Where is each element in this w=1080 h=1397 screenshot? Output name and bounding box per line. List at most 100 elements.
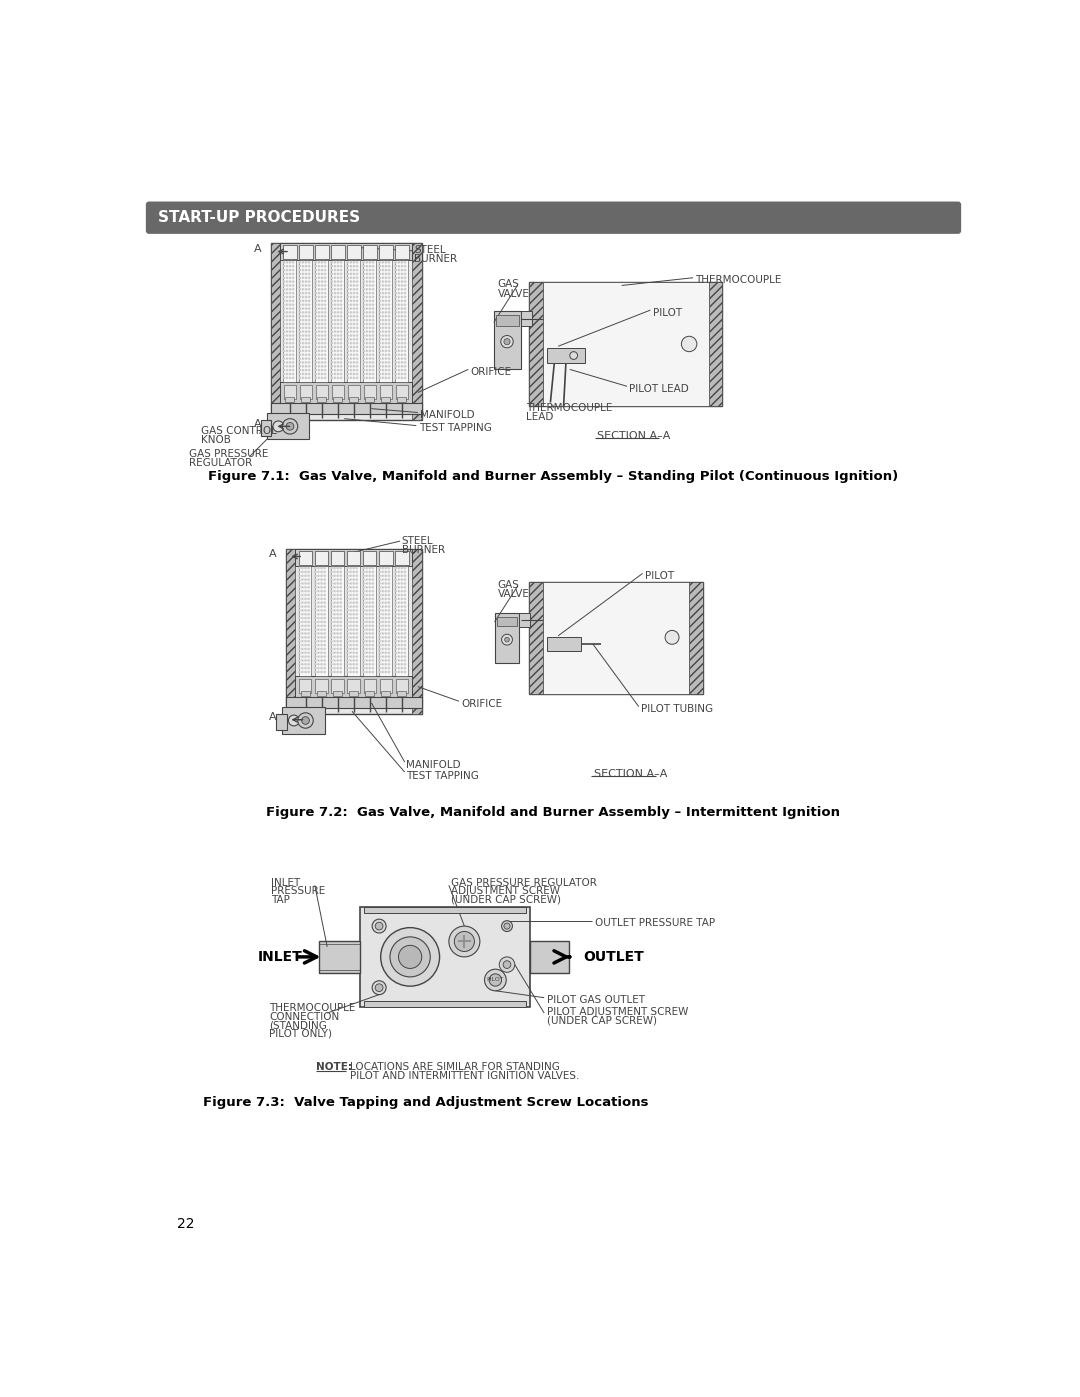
Bar [529,282,542,407]
Circle shape [286,422,294,430]
Text: VALVE: VALVE [498,588,529,599]
Circle shape [298,712,313,728]
Text: ORIFICE: ORIFICE [471,367,512,377]
Bar [542,282,708,407]
Circle shape [501,634,512,645]
Bar [379,246,393,260]
Bar [379,679,392,693]
Text: BURNER: BURNER [414,254,457,264]
Bar [320,940,360,974]
Bar [283,246,297,260]
Text: (UNDER CAP SCREW): (UNDER CAP SCREW) [451,894,562,904]
Text: Figure 7.3:  Valve Tapping and Adjustment Screw Locations: Figure 7.3: Valve Tapping and Adjustment… [203,1097,649,1109]
Bar [529,282,723,407]
Bar [349,397,359,402]
Text: SECTION A–A: SECTION A–A [594,768,667,778]
Bar [365,397,375,402]
Bar [494,312,521,369]
Text: GAS: GAS [498,580,519,590]
Text: PILOT AND INTERMITTENT IGNITION VALVES.: PILOT AND INTERMITTENT IGNITION VALVES. [350,1071,579,1081]
Bar [315,679,327,693]
Circle shape [273,420,284,432]
Bar [296,549,413,566]
Bar [276,714,287,729]
Bar [529,583,703,693]
Circle shape [301,717,309,725]
Circle shape [373,919,387,933]
Text: OUTLET PRESSURE TAP: OUTLET PRESSURE TAP [595,918,715,929]
Text: INLET: INLET [271,877,300,887]
Circle shape [373,981,387,995]
Text: PILOT ONLY): PILOT ONLY) [269,1028,332,1038]
Bar [349,692,359,696]
Bar [495,613,519,662]
Bar [330,550,345,564]
Bar [413,243,422,420]
Text: KNOB: KNOB [201,434,231,444]
Text: 22: 22 [177,1217,194,1231]
Bar [318,397,326,402]
Bar [348,679,360,693]
Text: PILOT: PILOT [487,978,504,982]
Bar [282,707,325,733]
Bar [271,243,280,420]
Text: A: A [269,712,276,722]
Circle shape [380,928,440,986]
Text: GAS: GAS [498,279,519,289]
Text: (STANDING: (STANDING [269,1020,327,1030]
Text: TAP: TAP [271,894,289,904]
Circle shape [375,922,383,930]
Bar [347,260,360,381]
Circle shape [570,352,578,359]
Circle shape [501,335,513,348]
Text: STEEL: STEEL [414,246,446,256]
Bar [284,384,296,398]
Bar [315,260,328,381]
Bar [363,260,376,381]
Circle shape [665,630,679,644]
Text: LOCATIONS ARE SIMILAR FOR STANDING: LOCATIONS ARE SIMILAR FOR STANDING [350,1062,559,1073]
Text: (UNDER CAP SCREW): (UNDER CAP SCREW) [546,1016,657,1025]
Text: STEEL: STEEL [402,535,433,546]
Text: PILOT: PILOT [645,571,674,581]
Circle shape [504,923,510,929]
Circle shape [375,983,383,992]
Bar [271,243,422,420]
Circle shape [282,419,298,434]
Text: CONNECTION: CONNECTION [269,1011,339,1021]
Bar [364,1000,526,1007]
Bar [330,260,343,381]
Circle shape [390,937,430,977]
Bar [298,550,312,564]
Bar [280,243,413,260]
Circle shape [501,921,512,932]
Bar [708,282,723,407]
Bar [260,420,271,436]
Circle shape [399,946,422,968]
Text: SECTION A–A: SECTION A–A [597,430,671,440]
Bar [521,312,531,327]
Bar [395,679,408,693]
Bar [315,246,328,260]
Bar [267,412,309,440]
Text: Figure 7.2:  Gas Valve, Manifold and Burner Assembly – Intermittent Ignition: Figure 7.2: Gas Valve, Manifold and Burn… [267,806,840,819]
Bar [333,692,342,696]
Text: MANIFOLD: MANIFOLD [406,760,461,770]
Bar [285,397,295,402]
Text: START-UP PROCEDURES: START-UP PROCEDURES [159,210,361,225]
Circle shape [489,974,501,986]
Bar [330,566,343,676]
Text: Figure 7.1:  Gas Valve, Manifold and Burner Assembly – Standing Pilot (Continuou: Figure 7.1: Gas Valve, Manifold and Burn… [208,471,899,483]
Text: A: A [254,419,261,429]
Text: PRESSURE: PRESSURE [271,886,325,895]
Circle shape [504,637,510,643]
Bar [301,692,310,696]
Bar [395,246,408,260]
Text: BURNER: BURNER [402,545,445,555]
Bar [546,348,585,363]
Bar [364,679,376,693]
Bar [542,583,689,693]
Circle shape [288,715,299,726]
Bar [381,692,390,696]
Bar [298,566,311,676]
